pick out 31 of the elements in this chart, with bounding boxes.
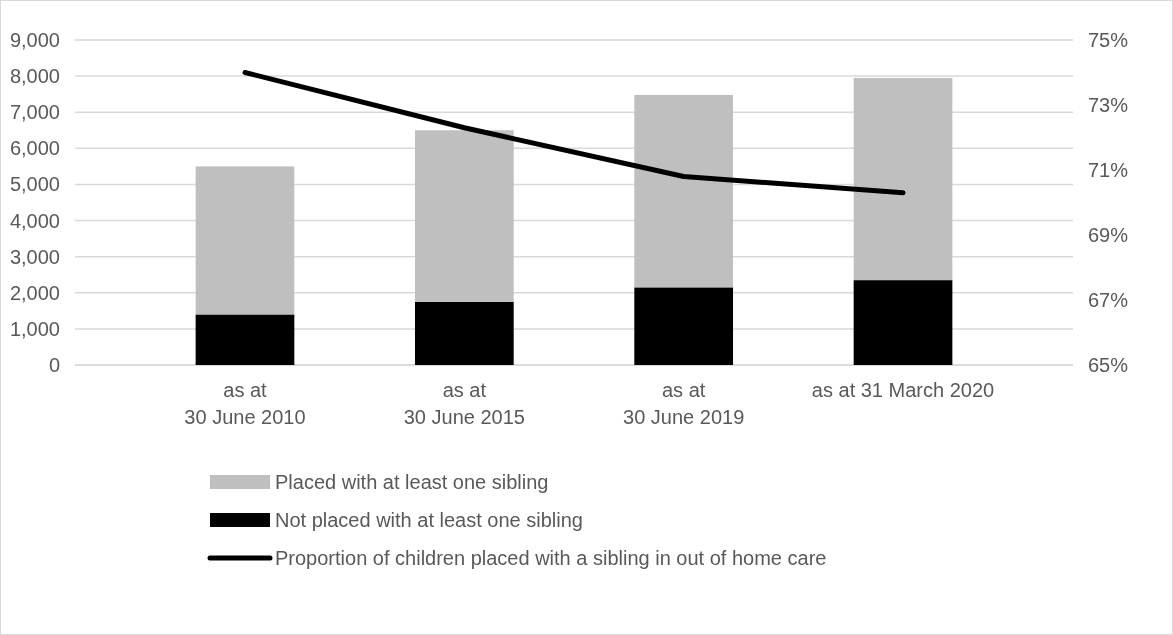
y2-tick-label: 69% bbox=[1088, 224, 1129, 246]
bar bbox=[414, 130, 514, 302]
y-tick-label: 8,000 bbox=[9, 65, 60, 88]
bar bbox=[195, 314, 295, 365]
bar bbox=[853, 77, 953, 281]
x-tick-label: as at 30 June 2015 bbox=[403, 379, 525, 428]
bar bbox=[195, 166, 295, 315]
y2-tick-label: 65% bbox=[1088, 354, 1129, 376]
y2-tick-label: 71% bbox=[1088, 159, 1129, 181]
bar bbox=[634, 94, 734, 288]
y2-tick-label: 75% bbox=[1088, 29, 1129, 51]
x-tick-label: as at 30 June 2019 bbox=[623, 379, 745, 428]
bar bbox=[414, 301, 514, 365]
y-tick-label: 2,000 bbox=[9, 281, 60, 304]
legend-label: Placed with at least one sibling bbox=[275, 471, 549, 493]
y-tick-label: 5,000 bbox=[9, 173, 60, 196]
y2-tick-label: 67% bbox=[1088, 289, 1129, 311]
y-tick-label: 4,000 bbox=[9, 209, 60, 232]
bar bbox=[853, 280, 953, 365]
y2-tick-label: 73% bbox=[1088, 94, 1129, 116]
legend-label: Not placed with at least one sibling bbox=[275, 509, 583, 531]
y-tick-label: 1,000 bbox=[9, 317, 60, 340]
x-tick-label: as at 31 March 2020 bbox=[811, 379, 995, 401]
legend-label: Proportion of children placed with a sibling in out of home care bbox=[275, 547, 827, 569]
y-tick-label: 0 bbox=[48, 354, 60, 376]
y-tick-label: 6,000 bbox=[9, 137, 60, 160]
bar bbox=[634, 287, 734, 365]
y-tick-label: 7,000 bbox=[9, 101, 60, 124]
y-tick-label: 9,000 bbox=[9, 29, 60, 51]
x-tick-label: as at 30 June 2010 bbox=[184, 379, 306, 428]
y-tick-label: 3,000 bbox=[9, 245, 60, 268]
